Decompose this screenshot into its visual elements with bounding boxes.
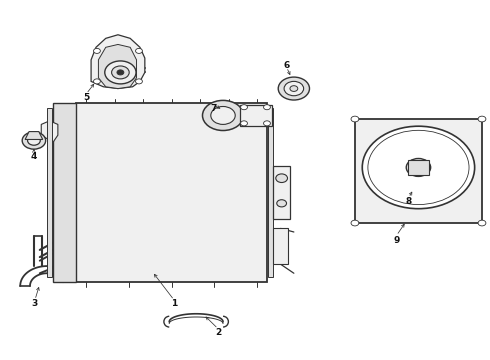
Circle shape bbox=[414, 164, 423, 171]
Circle shape bbox=[136, 48, 143, 53]
Circle shape bbox=[241, 121, 247, 126]
Bar bbox=[47, 108, 52, 277]
Circle shape bbox=[27, 136, 40, 145]
Circle shape bbox=[22, 132, 46, 149]
Text: 3: 3 bbox=[32, 299, 38, 308]
Circle shape bbox=[264, 105, 270, 110]
Text: 8: 8 bbox=[406, 197, 412, 206]
Circle shape bbox=[278, 77, 310, 100]
Circle shape bbox=[351, 220, 359, 226]
Bar bbox=[355, 119, 482, 223]
Circle shape bbox=[276, 174, 288, 183]
Circle shape bbox=[202, 100, 244, 131]
Text: 2: 2 bbox=[215, 328, 221, 337]
Circle shape bbox=[478, 116, 486, 122]
Text: 1: 1 bbox=[171, 299, 177, 308]
Circle shape bbox=[351, 116, 359, 122]
Circle shape bbox=[136, 79, 143, 84]
Circle shape bbox=[277, 200, 287, 207]
Text: 4: 4 bbox=[31, 152, 37, 161]
Bar bbox=[273, 166, 291, 220]
Text: 7: 7 bbox=[210, 104, 217, 113]
Circle shape bbox=[112, 66, 129, 79]
Bar bbox=[240, 105, 272, 126]
Polygon shape bbox=[41, 121, 58, 142]
Bar bbox=[53, 103, 76, 282]
Circle shape bbox=[406, 158, 431, 176]
Circle shape bbox=[117, 70, 124, 75]
Polygon shape bbox=[91, 35, 145, 89]
Circle shape bbox=[284, 81, 304, 96]
Bar bbox=[76, 103, 267, 282]
Text: 6: 6 bbox=[283, 61, 290, 70]
Circle shape bbox=[94, 48, 100, 53]
Text: 9: 9 bbox=[393, 237, 400, 246]
Circle shape bbox=[211, 107, 235, 125]
Circle shape bbox=[290, 86, 298, 91]
Circle shape bbox=[105, 61, 136, 84]
Bar bbox=[273, 228, 288, 264]
Circle shape bbox=[362, 126, 475, 209]
Circle shape bbox=[264, 121, 270, 126]
Polygon shape bbox=[25, 132, 43, 139]
Circle shape bbox=[241, 105, 247, 110]
Text: 5: 5 bbox=[83, 93, 89, 102]
Bar bbox=[408, 159, 429, 175]
Circle shape bbox=[94, 79, 100, 84]
Polygon shape bbox=[98, 44, 137, 89]
Bar bbox=[269, 108, 273, 277]
Circle shape bbox=[478, 220, 486, 226]
